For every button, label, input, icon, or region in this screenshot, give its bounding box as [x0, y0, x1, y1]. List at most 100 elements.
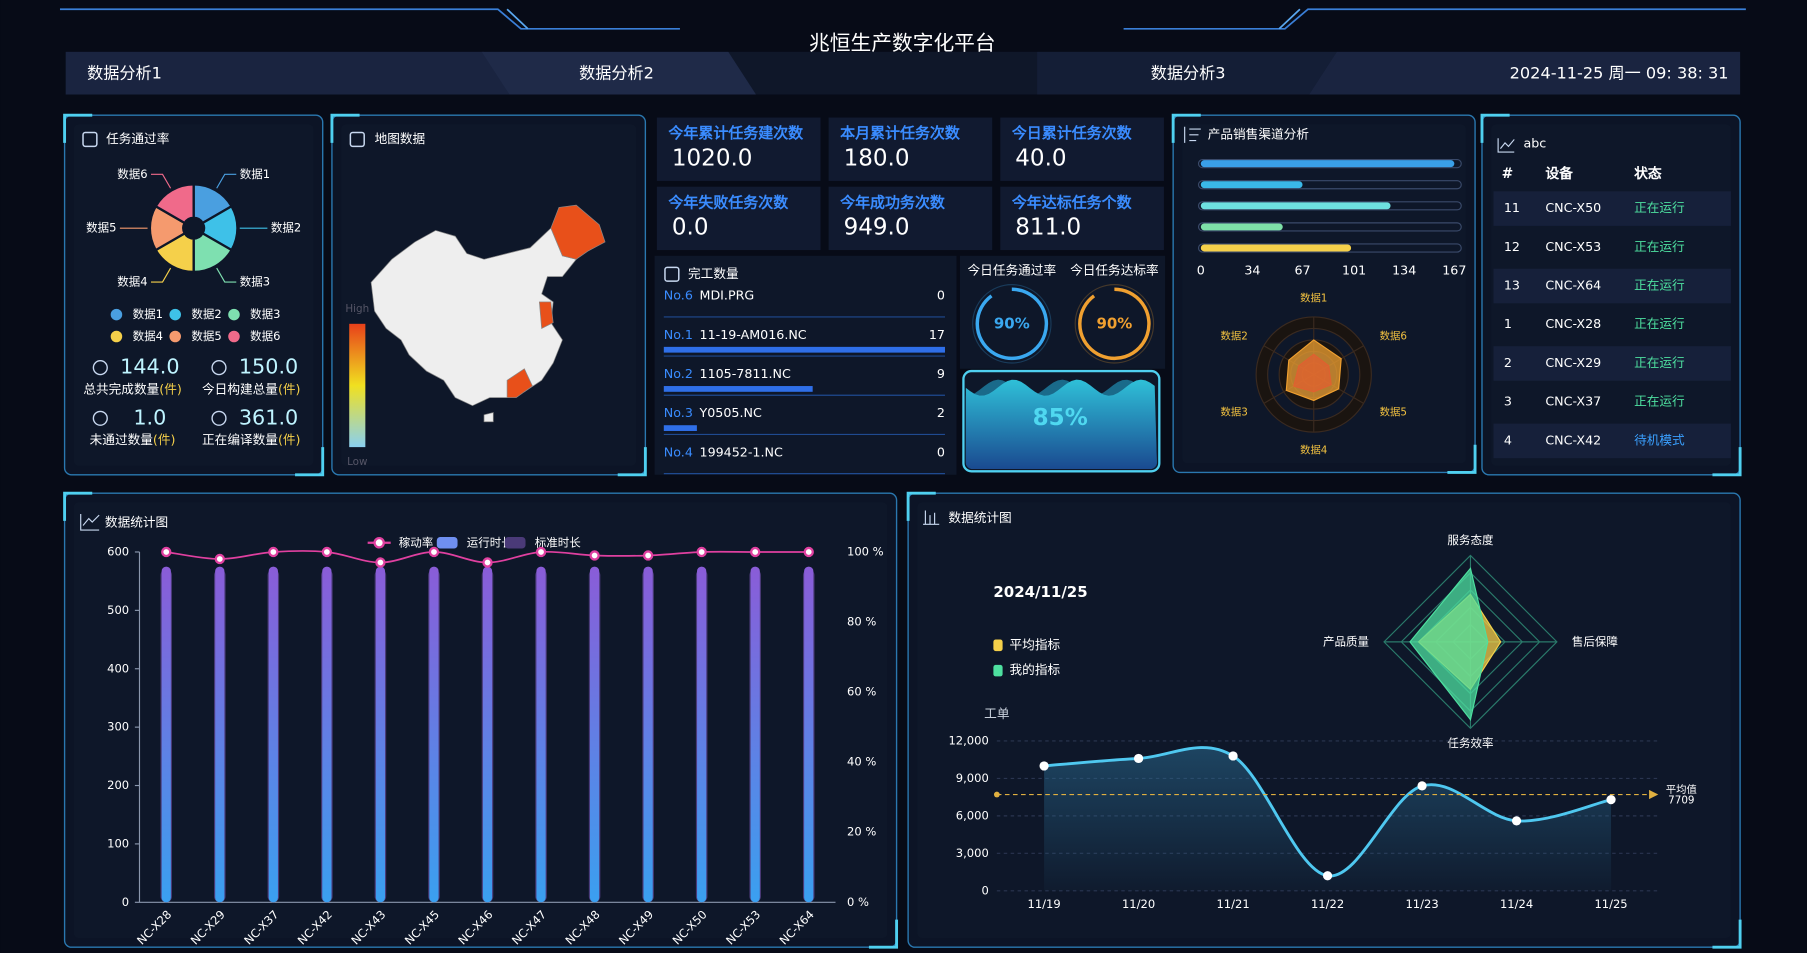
y-tick-label: 600 — [107, 544, 129, 558]
legend-swatch — [993, 664, 1003, 677]
panel-icon — [82, 131, 98, 148]
line-point — [1322, 871, 1333, 881]
legend-dot — [169, 308, 181, 321]
y-tick-label: 3,000 — [956, 846, 989, 860]
line-point — [696, 546, 707, 558]
stat-label-text: 今日构建总量 — [202, 381, 278, 396]
line-point — [535, 546, 547, 558]
radar-label: 数据1 — [1300, 291, 1327, 304]
stat-unit: (件) — [153, 432, 176, 447]
line-point — [1133, 753, 1144, 764]
radar-label: 数据5 — [1380, 406, 1407, 419]
bar — [1200, 223, 1283, 231]
count-bar — [663, 425, 697, 431]
radar-label: 数据3 — [1221, 406, 1248, 419]
kpi-value: 811.0 — [1015, 215, 1081, 241]
panel-icon — [1184, 126, 1201, 143]
legend-dot — [169, 330, 181, 343]
rank: No.3 — [664, 405, 693, 420]
mark-line-value: 7709 — [1668, 794, 1694, 806]
radar-label: 任务效率 — [1447, 736, 1493, 750]
x-tick-label: 134 — [1392, 262, 1416, 277]
legend-label: 数据4 — [133, 329, 163, 343]
stat-unit: (件) — [159, 381, 182, 396]
row-background — [1493, 423, 1731, 459]
line-point — [589, 550, 600, 561]
liquid-wave — [965, 379, 1158, 470]
column-header: 设备 — [1545, 165, 1573, 182]
bar-track — [1197, 180, 1462, 190]
bar — [268, 566, 278, 903]
stat-icon — [211, 410, 227, 426]
cell: CNC-X28 — [1545, 316, 1601, 331]
gauge-arc — [975, 287, 1049, 361]
bar — [697, 566, 707, 903]
stat-icon — [92, 410, 108, 426]
rank: No.1 — [664, 327, 693, 342]
panel-icon — [80, 513, 100, 531]
line-point — [161, 546, 172, 558]
line-point — [482, 557, 493, 568]
tab[interactable] — [1037, 51, 1337, 95]
map-legend-label: Low — [347, 456, 368, 468]
datetime: 2024-11-25 周一 09: 38: 31 — [1510, 63, 1729, 82]
status: 正在运行 — [1634, 316, 1685, 331]
tab-label[interactable]: 数据分析3 — [1151, 63, 1226, 82]
column-header: 状态 — [1634, 165, 1662, 182]
status: 正在运行 — [1634, 239, 1685, 254]
panel-title: 任务通过率 — [106, 131, 170, 146]
x-tick-label: 11/20 — [1122, 897, 1155, 911]
slice-label: 数据5 — [86, 221, 116, 235]
radar-label: 售后保障 — [1572, 634, 1619, 648]
line-point — [803, 546, 814, 558]
rank: No.2 — [664, 366, 693, 381]
panel-corner — [1171, 113, 1477, 474]
cell: CNC-X50 — [1545, 200, 1601, 215]
y-tick-label: 9,000 — [956, 771, 989, 785]
bar — [429, 566, 439, 903]
bar — [322, 566, 332, 903]
map-legend-gradient — [349, 323, 366, 448]
status: 正在运行 — [1634, 355, 1685, 370]
tab-label[interactable]: 数据分析2 — [579, 63, 654, 82]
legend-dot — [228, 308, 240, 321]
rank: No.6 — [664, 288, 693, 303]
line-point — [268, 546, 279, 558]
kpi-label: 今年累计任务建次数 — [667, 124, 804, 142]
file-name: 199452-1.NC — [700, 444, 783, 459]
panel-title: abc — [1523, 136, 1546, 151]
panel-title: 产品销售渠道分析 — [1208, 126, 1310, 141]
leader-line — [216, 267, 237, 283]
line-point — [1511, 816, 1522, 826]
china-map — [370, 204, 606, 423]
line-point — [1606, 795, 1616, 805]
y-tick-label: 500 — [107, 603, 129, 617]
cell: 4 — [1504, 432, 1512, 447]
x-tick-label: 11/23 — [1405, 897, 1438, 911]
bar — [589, 566, 600, 903]
legend-label: 标准时长 — [535, 535, 582, 549]
count: 0 — [937, 444, 945, 459]
stat-label: 正在编译数量(件) — [202, 432, 300, 447]
line-point — [642, 550, 654, 561]
kpi-card — [1000, 117, 1164, 181]
tab[interactable] — [65, 51, 510, 95]
x-tick-label: 11/22 — [1311, 897, 1344, 911]
legend-dot — [110, 330, 123, 343]
gauge-value: 90% — [994, 314, 1030, 332]
y-tick-label: 400 — [107, 661, 129, 675]
stat-unit: (件) — [278, 381, 301, 396]
file-name: 1105-7811.NC — [700, 366, 791, 381]
kpi-label: 今年失败任务次数 — [667, 193, 789, 211]
bar — [482, 566, 493, 903]
panel-corner — [330, 113, 647, 477]
column-header: # — [1502, 166, 1514, 182]
tab-label[interactable]: 数据分析1 — [87, 63, 162, 82]
gauge-arc — [1078, 287, 1151, 361]
panel-inner — [73, 502, 888, 939]
rank: No.4 — [664, 444, 693, 459]
gauge-value: 90% — [1096, 314, 1132, 332]
radar-label: 产品质量 — [1323, 634, 1369, 648]
tab[interactable] — [481, 51, 756, 95]
